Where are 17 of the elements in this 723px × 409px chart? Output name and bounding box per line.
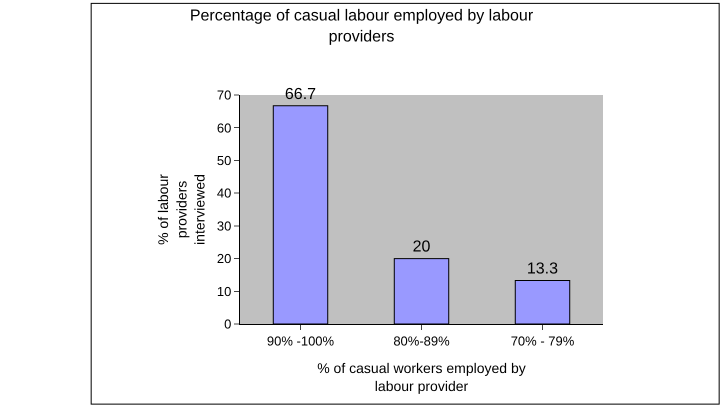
x-tick-label: 70% - 79% — [510, 334, 575, 349]
y-tick-label: 70 — [216, 88, 232, 103]
x-tick-label: 80%-89% — [393, 334, 450, 349]
y-tick-label: 40 — [216, 186, 232, 201]
data-label: 20 — [412, 238, 430, 256]
x-tick-label: 90% -100% — [266, 334, 335, 349]
x-axis-title: % of casual workers employed by labour provider — [317, 360, 526, 394]
y-tick-label: 0 — [224, 316, 232, 332]
y-tick-label: 30 — [216, 218, 232, 234]
y-tick-label: 20 — [216, 251, 232, 266]
y-tick-label: 60 — [216, 120, 232, 136]
y-tick-label: 50 — [216, 152, 232, 168]
y-axis-title: % of labour providers interviewed — [155, 174, 208, 245]
data-label: 13.3 — [526, 260, 558, 278]
chart-title: Percentage of casual labour employed by labour providers — [190, 7, 534, 46]
y-tick-label: 10 — [216, 284, 232, 299]
data-label: 66.7 — [284, 86, 316, 103]
